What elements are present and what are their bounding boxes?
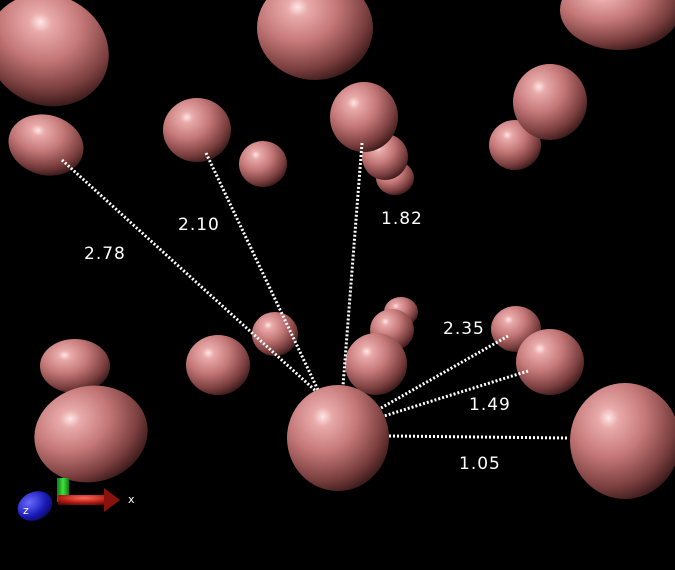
- atom[interactable]: [513, 64, 587, 140]
- atom[interactable]: [2, 106, 91, 184]
- atom[interactable]: [330, 82, 398, 152]
- atom[interactable]: [345, 333, 407, 395]
- distance-line-1.82: [341, 142, 364, 387]
- distance-line-1.49: [383, 369, 529, 418]
- distance-line-1.05: [388, 434, 568, 440]
- distance-lines: [60, 142, 568, 440]
- atom[interactable]: [516, 329, 584, 395]
- axis-triad: x z: [17, 478, 135, 521]
- atom[interactable]: [570, 383, 675, 499]
- atom[interactable]: [257, 0, 373, 80]
- atom[interactable]: [40, 339, 110, 393]
- z-axis-arrow: [17, 491, 53, 521]
- z-axis-label: z: [23, 504, 29, 517]
- x-axis-arrowhead: [104, 488, 120, 512]
- atom[interactable]: [25, 375, 156, 493]
- distance-label: 2.10: [178, 215, 220, 235]
- x-axis-shaft: [58, 495, 110, 505]
- distance-labels: 2.78 2.10 1.82 2.35 1.49 1.05: [84, 209, 511, 474]
- distance-label: 2.78: [84, 244, 126, 264]
- distance-label: 1.49: [469, 395, 511, 415]
- atom[interactable]: [239, 141, 287, 187]
- atom[interactable]: [163, 98, 231, 162]
- atom[interactable]: [0, 0, 127, 126]
- atom[interactable]: [560, 0, 675, 50]
- distance-line-2.78: [60, 158, 320, 395]
- distance-label: 1.82: [381, 209, 423, 229]
- atom-group-background: [0, 0, 675, 195]
- atom[interactable]: [186, 335, 250, 395]
- distance-line-2.35: [380, 334, 509, 410]
- distance-label: 1.05: [459, 454, 501, 474]
- x-axis-label: x: [128, 493, 135, 506]
- distance-label: 2.35: [443, 319, 485, 339]
- atom-group-foreground: [25, 375, 675, 499]
- central-atom[interactable]: [287, 385, 389, 491]
